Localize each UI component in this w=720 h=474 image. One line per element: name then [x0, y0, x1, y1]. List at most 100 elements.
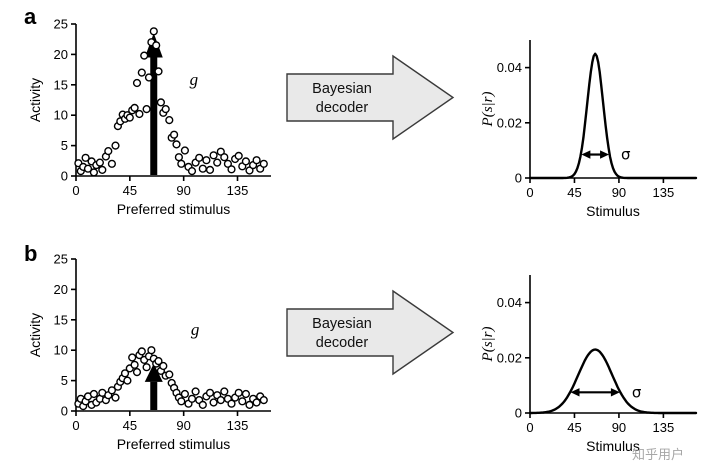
sigma-label: σ: [632, 383, 642, 401]
bayesian-decoder-arrow-a: Bayesian decoder: [286, 54, 455, 141]
y-tick-label: 5: [61, 373, 68, 388]
scatter-point: [104, 147, 113, 156]
scatter-point: [252, 156, 261, 165]
scatter-point: [144, 73, 154, 82]
scatter-point: [216, 396, 225, 405]
y-tick-label: 0.02: [497, 350, 522, 365]
sigma-arrow-right-head: [610, 388, 620, 397]
scatter-point: [177, 159, 186, 168]
scatter-point: [180, 146, 190, 155]
y-tick-label: 25: [54, 17, 68, 32]
y-tick-label: 20: [54, 47, 68, 62]
y-tick-label: 0: [61, 169, 68, 184]
x-tick-label: 0: [526, 420, 533, 435]
scatter-point: [209, 151, 218, 160]
scatter-point: [132, 367, 142, 377]
scatter-point: [198, 400, 207, 410]
scatter-point: [187, 167, 197, 176]
sigma-label: σ: [621, 146, 631, 164]
scatter-point: [137, 68, 146, 77]
scatter-point: [89, 389, 99, 399]
x-axis-label: Stimulus: [586, 203, 640, 219]
posterior-plot-b: 0 45 90 135 0 0.02 0.04 Stimulus P(s|r) σ: [480, 275, 698, 454]
tuning-curve-plot-b: 0 45 90 135 0 5 10 15 20 25 Preferred stimulus Acti…: [27, 252, 271, 452]
y-axis-label: P(s|r): [480, 327, 496, 363]
scatter-point: [238, 397, 247, 406]
x-tick-label: 0: [72, 418, 79, 433]
scatter-point: [252, 398, 261, 407]
x-tick-label: 90: [612, 185, 626, 200]
scatter-point: [130, 360, 139, 369]
scatter-point: [174, 153, 184, 162]
scatter-point: [209, 398, 218, 407]
scatter-point: [177, 397, 186, 406]
y-tick-label: 15: [54, 77, 68, 92]
x-tick-label: 135: [227, 418, 249, 433]
posterior-curve: [528, 348, 698, 415]
y-tick-label: 0: [61, 404, 68, 419]
scatter-point: [120, 369, 130, 378]
scatter-point: [159, 361, 168, 371]
scatter-point: [259, 159, 268, 168]
scatter-point: [234, 388, 243, 397]
tuning-curve-plot-a: 0 45 90 135 0 5 10 15 20 25 Preferred stimulus Acti…: [27, 17, 271, 217]
scatter-point: [187, 394, 197, 403]
scatter-point: [111, 141, 120, 150]
scatter-point: [170, 130, 179, 139]
scatter-point: [95, 158, 105, 167]
x-axis-label: Stimulus: [586, 438, 640, 454]
y-axis-label: Activity: [27, 313, 43, 357]
x-tick-label: 135: [653, 185, 675, 200]
scatter-point: [165, 370, 174, 379]
gain-label: g: [191, 320, 200, 339]
y-tick-label: 0.04: [497, 60, 522, 75]
scatter-point: [227, 399, 236, 408]
scatter-point: [152, 41, 161, 50]
scatter-point: [135, 109, 144, 119]
gain-label: g: [190, 70, 199, 89]
panel-label-b: b: [24, 241, 38, 266]
y-tick-label: 5: [61, 138, 68, 153]
scatter-point: [245, 166, 254, 175]
scatter-point: [213, 158, 222, 167]
scatter-point: [234, 151, 243, 161]
scatter-point: [172, 140, 181, 149]
x-axis-label: Preferred stimulus: [117, 436, 231, 452]
scatter-point: [205, 388, 215, 397]
gain-arrow-head: [144, 363, 163, 382]
x-tick-label: 0: [72, 183, 79, 198]
decoder-label-line1: Bayesian: [312, 316, 372, 332]
scatter-point: [125, 113, 134, 122]
scatter-point: [202, 156, 211, 165]
scatter-point: [123, 376, 132, 385]
y-tick-label: 25: [54, 252, 68, 267]
scatter-point: [149, 27, 158, 36]
x-tick-label: 90: [176, 183, 190, 198]
scatter-point: [227, 165, 236, 174]
scatter-point: [205, 165, 215, 175]
decoder-label-line2: decoder: [316, 100, 369, 116]
sigma-arrow-left-head: [570, 388, 580, 397]
x-tick-label: 0: [526, 185, 533, 200]
x-tick-label: 135: [653, 420, 675, 435]
scatter-point: [83, 164, 93, 173]
panel-label-a: a: [24, 4, 37, 29]
scatter-point: [107, 386, 117, 395]
scatter-point: [245, 400, 254, 410]
scatter-point: [107, 159, 117, 168]
scatter-point: [140, 51, 149, 60]
scatter-point: [191, 387, 200, 396]
y-tick-label: 0: [515, 406, 522, 421]
y-axis-label: Activity: [27, 78, 43, 122]
scatter-point: [142, 363, 151, 372]
y-axis-label: P(s|r): [480, 92, 496, 128]
x-tick-label: 135: [227, 183, 249, 198]
scatter-point: [130, 103, 139, 113]
scatter-point: [241, 157, 251, 166]
scatter-point: [180, 389, 190, 399]
decoder-label-line2: decoder: [316, 335, 369, 351]
scatter-point: [241, 389, 251, 399]
scatter-point: [142, 104, 151, 114]
scatter-point: [156, 98, 166, 107]
